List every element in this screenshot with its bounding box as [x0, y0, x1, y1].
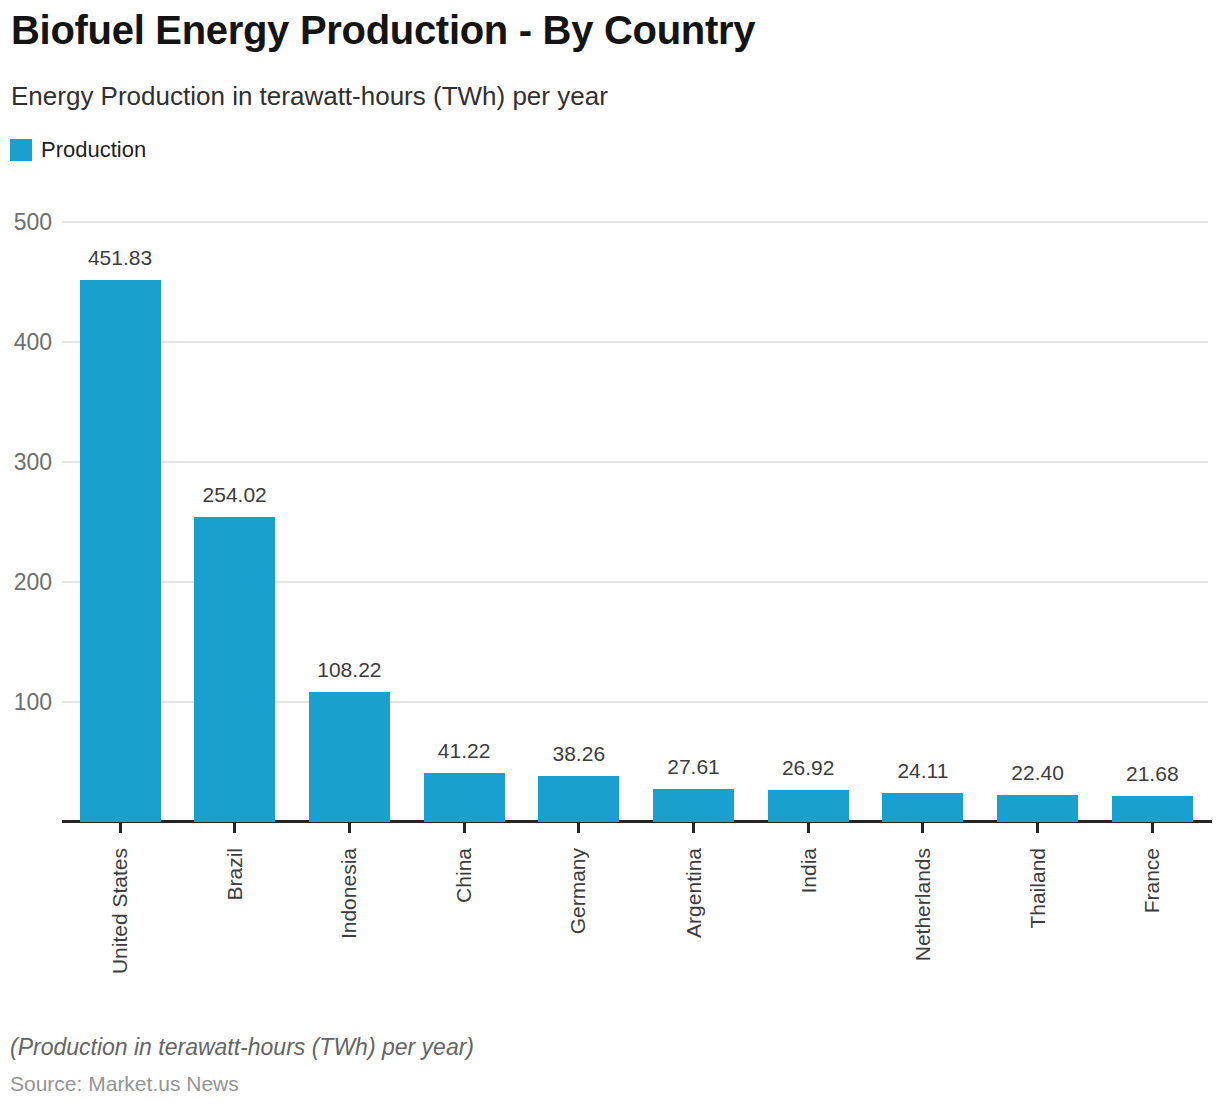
gridline-500 [62, 221, 1208, 223]
bar-indonesia[interactable] [309, 692, 390, 822]
bar-value-label: 451.83 [55, 246, 185, 270]
x-axis-category-label: Germany [568, 848, 590, 934]
bar-value-label: 26.92 [743, 756, 873, 780]
x-axis-tick [348, 823, 351, 833]
x-axis-tick [807, 823, 810, 833]
y-axis-tick-label-300: 300 [0, 448, 52, 476]
bar-value-label: 22.40 [973, 761, 1103, 785]
x-axis-tick [1151, 823, 1154, 833]
bar-value-label: 38.26 [514, 742, 644, 766]
bar-value-label: 254.02 [170, 483, 300, 507]
y-axis-tick-label-500: 500 [0, 208, 52, 236]
legend-item-production[interactable]: Production [10, 137, 146, 163]
x-axis-tick [921, 823, 924, 833]
bar-value-label: 27.61 [629, 755, 759, 779]
x-axis-category-label: United States [109, 848, 131, 974]
x-axis-tick [233, 823, 236, 833]
legend-swatch-icon [10, 139, 32, 161]
y-axis-tick-label-200: 200 [0, 568, 52, 596]
footer-note: (Production in terawatt-hours (TWh) per … [10, 1034, 474, 1061]
chart-title: Biofuel Energy Production - By Country [11, 8, 755, 53]
x-axis-category-label: Argentina [683, 848, 705, 938]
x-axis-category-label: Indonesia [338, 848, 360, 939]
x-axis-category-label: Netherlands [912, 848, 934, 961]
bar-value-label: 41.22 [399, 739, 529, 763]
y-axis-tick-label-100: 100 [0, 688, 52, 716]
x-axis-category-label: China [453, 848, 475, 903]
x-axis-category-label: Thailand [1027, 848, 1049, 929]
chart-subtitle: Energy Production in terawatt-hours (TWh… [11, 81, 608, 112]
bar-china[interactable] [424, 773, 505, 822]
bar-value-label: 21.68 [1087, 762, 1217, 786]
bar-netherlands[interactable] [882, 793, 963, 822]
bar-value-label: 108.22 [284, 658, 414, 682]
gridline-300 [62, 461, 1208, 463]
x-axis-tick [692, 823, 695, 833]
bar-india[interactable] [768, 790, 849, 822]
chart-canvas: Biofuel Energy Production - By Country E… [0, 0, 1220, 1110]
x-axis-tick [119, 823, 122, 833]
footer-source: Source: Market.us News [10, 1072, 239, 1096]
bar-united-states[interactable] [80, 280, 161, 822]
x-axis-tick [1036, 823, 1039, 833]
gridline-400 [62, 341, 1208, 343]
bar-thailand[interactable] [997, 795, 1078, 822]
legend-label: Production [41, 137, 146, 163]
bar-brazil[interactable] [194, 517, 275, 822]
bar-france[interactable] [1112, 796, 1193, 822]
bar-germany[interactable] [538, 776, 619, 822]
y-axis-tick-label-400: 400 [0, 328, 52, 356]
bar-value-label: 24.11 [858, 759, 988, 783]
x-axis-tick [577, 823, 580, 833]
x-axis-tick [463, 823, 466, 833]
x-axis-category-label: India [797, 848, 819, 894]
x-axis-category-label: France [1141, 848, 1163, 913]
x-axis-category-label: Brazil [224, 848, 246, 901]
bar-argentina[interactable] [653, 789, 734, 822]
